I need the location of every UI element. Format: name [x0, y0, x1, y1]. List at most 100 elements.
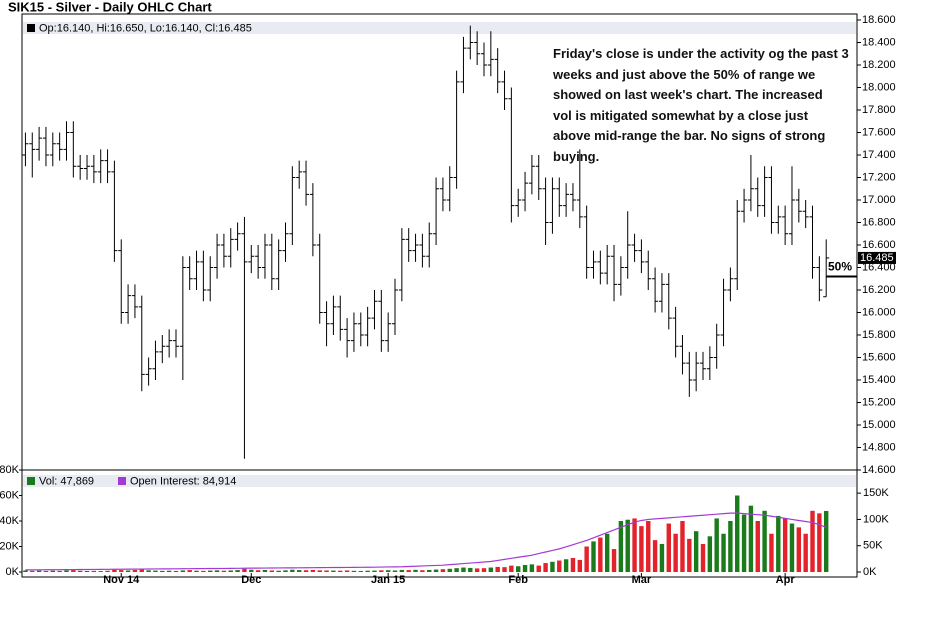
volume-bar: [64, 570, 69, 572]
volume-bar: [30, 570, 35, 572]
y-tick-label: 16.800: [862, 216, 896, 228]
volume-bar: [242, 568, 247, 572]
volume-bar: [824, 510, 829, 572]
volume-bar: [687, 538, 692, 572]
volume-bar: [693, 531, 699, 572]
volume-bar: [399, 569, 405, 572]
volume-bar: [119, 570, 124, 572]
volume-bar: [680, 521, 685, 572]
price-tag: [858, 251, 896, 264]
volume-bar: [652, 540, 658, 572]
legend-text: Open Interest: 84,914: [130, 475, 236, 487]
volume-bar: [584, 546, 589, 572]
volume-bar: [338, 570, 343, 572]
volume-bar: [748, 505, 754, 572]
volume-bar: [536, 565, 541, 572]
volume-bar: [105, 570, 110, 572]
annotation-line: Friday's close is under the activity og …: [553, 46, 849, 61]
y-tick-label: 18.000: [862, 81, 896, 93]
volume-bar: [317, 570, 322, 572]
legend-swatch: [118, 477, 126, 485]
volume-bar: [358, 570, 363, 572]
volume-bar: [91, 570, 97, 572]
volume-bar: [625, 519, 630, 572]
volume-bar: [125, 570, 131, 572]
volume-bar: [673, 533, 678, 572]
volume-bar: [228, 570, 233, 572]
volume-bar: [577, 559, 583, 572]
volume-bar: [71, 570, 76, 572]
volume-bar: [447, 568, 452, 572]
volume-bar: [36, 570, 42, 572]
y-tick-label: 17.800: [862, 104, 896, 116]
y-tick-label: 18.600: [862, 14, 896, 26]
volume-bar: [591, 541, 596, 572]
y-tick-label: 17.400: [862, 149, 896, 161]
volume-bar: [187, 570, 192, 572]
volume-bar: [817, 513, 822, 572]
volume-bar: [392, 570, 398, 572]
volume-bar: [379, 570, 384, 572]
volume-bar: [84, 570, 90, 572]
volume-bar: [728, 521, 733, 572]
y-tick-label: 14.800: [862, 441, 896, 453]
volume-bar: [57, 570, 62, 572]
volume-bar: [502, 567, 507, 572]
volume-bar: [173, 570, 179, 572]
volume-bar: [550, 561, 555, 572]
volume-bar: [262, 569, 268, 572]
volume-bar: [249, 569, 254, 572]
y-tick-label: 20K: [0, 540, 20, 552]
annotation-line: weeks and just above the 50% of range we: [553, 66, 816, 82]
volume-bar: [810, 510, 815, 572]
volume-bar: [283, 570, 288, 572]
volume-bar: [255, 570, 261, 572]
volume-bar: [666, 523, 671, 572]
y-tick-label: 16.200: [862, 284, 896, 296]
volume-bar: [639, 526, 644, 572]
volume-bar: [324, 570, 329, 572]
volume-bar: [372, 570, 377, 572]
volume-bar: [427, 569, 432, 572]
legend-strip: [23, 22, 856, 34]
chart-title: SIK15 - Silver - Daily OHLC Chart: [8, 0, 212, 14]
y2-tick-label: 150K: [863, 487, 889, 499]
volume-bar: [755, 521, 760, 572]
volume-bar: [77, 570, 83, 572]
volume-bar: [112, 569, 117, 572]
volume-bar: [488, 567, 494, 572]
volume-bar: [153, 570, 158, 572]
volume-bar: [741, 514, 747, 572]
volume-bar: [385, 570, 391, 572]
y-tick-label: 15.200: [862, 396, 896, 408]
volume-bar: [454, 568, 459, 572]
y-tick-label: 15.000: [862, 419, 896, 431]
volume-bar: [646, 521, 651, 572]
x-tick-label: Mar: [632, 574, 652, 586]
volume-bar: [782, 518, 788, 572]
volume-bar: [351, 570, 357, 572]
y-tick-label: 60K: [0, 489, 20, 501]
volume-bar: [235, 570, 240, 572]
y-tick-label: 16.400: [862, 261, 896, 273]
volume-bar: [481, 568, 487, 572]
volume-bar: [290, 569, 295, 572]
volume-bar: [632, 518, 637, 572]
volume-bar: [721, 533, 726, 572]
y-tick-label: 15.800: [862, 329, 896, 341]
annotation: Friday's close is under the activity og …: [553, 44, 873, 167]
y-tick-label: 17.000: [862, 194, 896, 206]
volume-bar: [803, 533, 808, 572]
volume-bar: [796, 527, 802, 572]
volume-bar: [714, 518, 719, 572]
annotation-line: vol is mitigated somewhat by a close jus…: [553, 107, 809, 123]
volume-bar: [23, 570, 28, 572]
annotation-line: buying.: [553, 148, 600, 164]
x-tick-label: Dec: [241, 574, 261, 586]
y-tick-label: 16.000: [862, 306, 896, 318]
volume-bar: [516, 566, 521, 572]
x-tick-label: Jan 15: [371, 574, 405, 586]
volume-bar: [406, 570, 411, 572]
y-tick-label: 0K: [6, 566, 20, 578]
